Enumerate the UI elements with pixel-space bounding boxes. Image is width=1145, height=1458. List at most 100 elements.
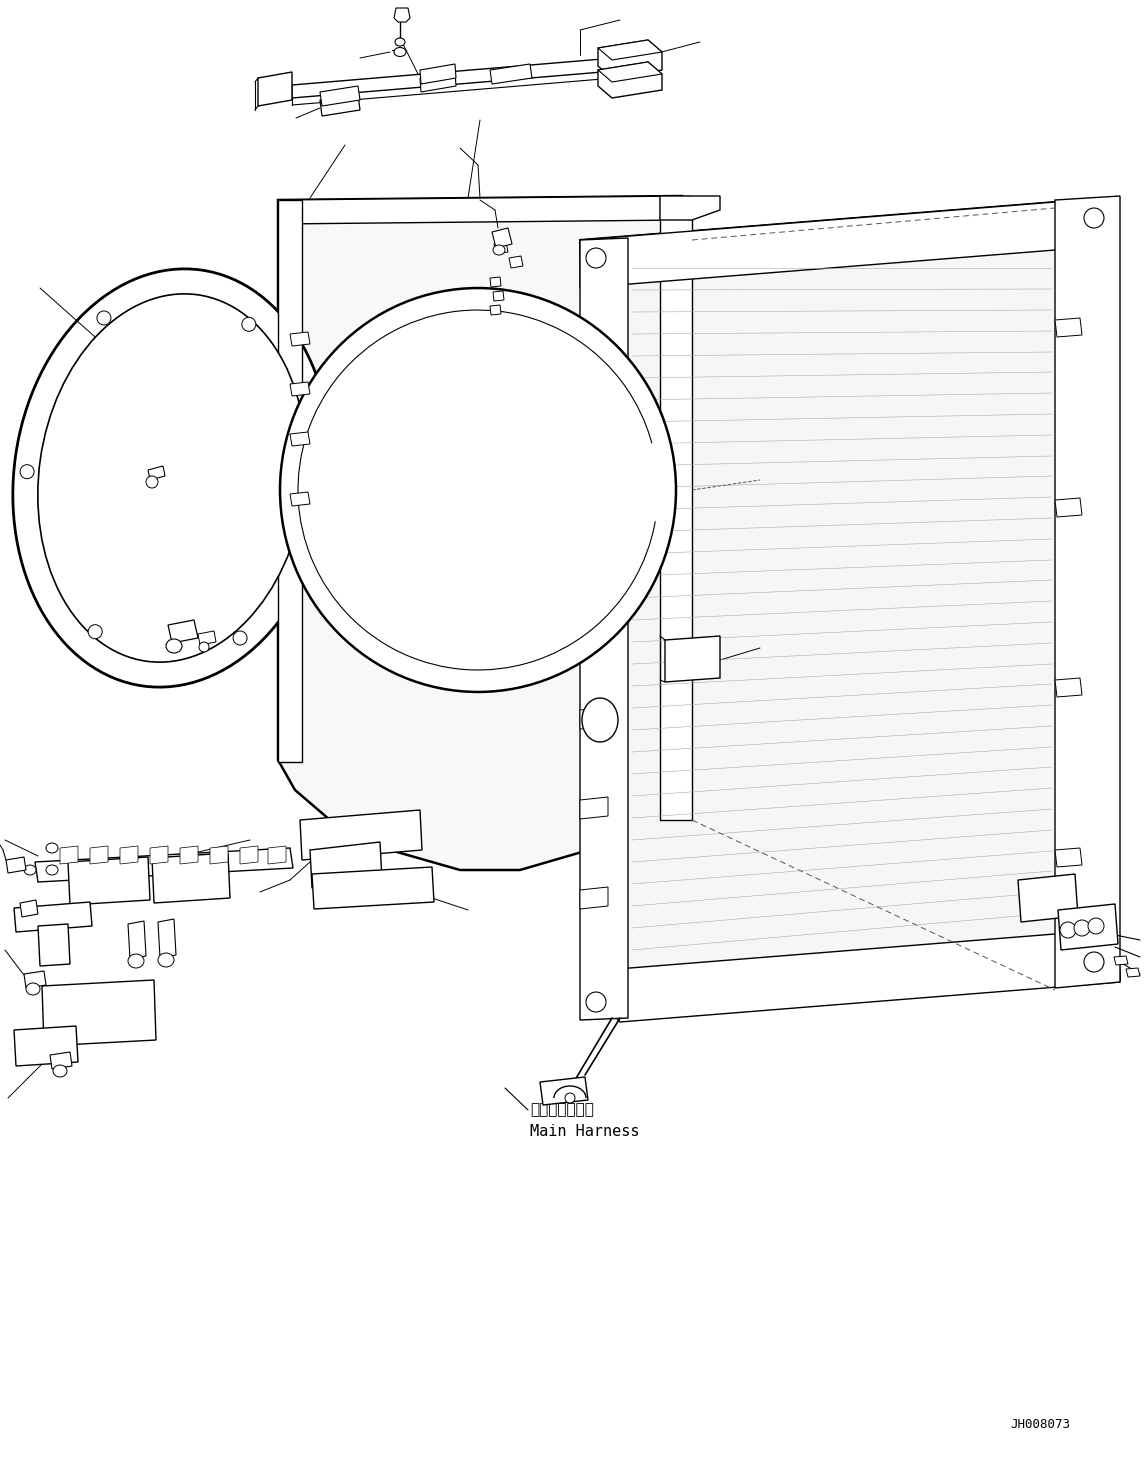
Polygon shape <box>581 347 608 369</box>
Polygon shape <box>420 71 456 92</box>
Ellipse shape <box>1084 208 1104 227</box>
Polygon shape <box>290 382 310 397</box>
Ellipse shape <box>26 983 40 994</box>
Ellipse shape <box>46 843 58 853</box>
Ellipse shape <box>586 991 606 1012</box>
Polygon shape <box>150 846 168 865</box>
Polygon shape <box>300 811 423 860</box>
Polygon shape <box>1114 956 1128 965</box>
Ellipse shape <box>53 1064 68 1077</box>
Ellipse shape <box>582 698 618 742</box>
Ellipse shape <box>1088 919 1104 935</box>
Polygon shape <box>158 919 176 958</box>
Ellipse shape <box>24 865 35 875</box>
Polygon shape <box>1055 499 1082 518</box>
Polygon shape <box>278 195 692 870</box>
Polygon shape <box>68 857 150 905</box>
Ellipse shape <box>586 248 606 268</box>
Ellipse shape <box>395 38 405 47</box>
Polygon shape <box>60 846 78 865</box>
Ellipse shape <box>309 493 323 507</box>
Polygon shape <box>38 924 70 967</box>
Ellipse shape <box>281 289 676 693</box>
Text: Main Harness: Main Harness <box>530 1124 640 1140</box>
Polygon shape <box>290 491 310 506</box>
Ellipse shape <box>128 954 144 968</box>
Polygon shape <box>6 857 26 873</box>
Polygon shape <box>42 980 156 1045</box>
Polygon shape <box>14 1026 78 1066</box>
Polygon shape <box>128 921 147 959</box>
Polygon shape <box>581 886 608 908</box>
Polygon shape <box>152 853 230 903</box>
Polygon shape <box>311 868 434 908</box>
Polygon shape <box>665 636 720 682</box>
Ellipse shape <box>147 475 158 488</box>
Polygon shape <box>1055 849 1082 868</box>
Polygon shape <box>14 903 92 932</box>
Polygon shape <box>290 332 310 346</box>
Polygon shape <box>1055 318 1082 337</box>
Polygon shape <box>35 849 293 882</box>
Polygon shape <box>24 971 46 989</box>
Polygon shape <box>598 39 662 77</box>
Polygon shape <box>50 1053 72 1069</box>
Polygon shape <box>581 932 1120 1022</box>
Ellipse shape <box>166 639 182 653</box>
Polygon shape <box>120 846 139 865</box>
Polygon shape <box>598 63 662 98</box>
Polygon shape <box>493 242 508 254</box>
Polygon shape <box>490 64 532 85</box>
Ellipse shape <box>234 631 247 644</box>
Polygon shape <box>278 200 302 763</box>
Ellipse shape <box>1060 921 1076 937</box>
Polygon shape <box>258 71 292 106</box>
Polygon shape <box>492 227 512 248</box>
Polygon shape <box>581 617 608 639</box>
Polygon shape <box>310 843 382 888</box>
Polygon shape <box>1055 195 1120 989</box>
Polygon shape <box>540 1077 589 1105</box>
Polygon shape <box>319 86 360 106</box>
Polygon shape <box>1055 678 1082 697</box>
Polygon shape <box>180 846 198 865</box>
Ellipse shape <box>199 642 210 652</box>
Polygon shape <box>198 631 216 644</box>
Polygon shape <box>581 526 608 550</box>
Polygon shape <box>268 846 286 865</box>
Polygon shape <box>598 39 662 60</box>
Ellipse shape <box>493 245 505 255</box>
Polygon shape <box>490 305 502 315</box>
Polygon shape <box>510 257 523 268</box>
Polygon shape <box>290 432 310 446</box>
Ellipse shape <box>1084 952 1104 972</box>
Polygon shape <box>581 238 627 1021</box>
Polygon shape <box>19 900 38 917</box>
Text: メインハーネス: メインハーネス <box>530 1102 594 1117</box>
Polygon shape <box>240 846 258 865</box>
Polygon shape <box>490 277 502 287</box>
Polygon shape <box>1018 873 1077 921</box>
Polygon shape <box>210 846 228 865</box>
Polygon shape <box>168 620 198 643</box>
Ellipse shape <box>21 465 34 478</box>
Ellipse shape <box>38 295 306 662</box>
Polygon shape <box>581 200 1120 1021</box>
Polygon shape <box>581 707 608 729</box>
Ellipse shape <box>97 311 111 325</box>
Ellipse shape <box>1074 920 1090 936</box>
Ellipse shape <box>88 624 102 639</box>
Polygon shape <box>598 63 662 82</box>
Polygon shape <box>660 195 720 220</box>
Polygon shape <box>581 798 608 819</box>
Polygon shape <box>581 200 1080 289</box>
Ellipse shape <box>394 48 406 57</box>
Polygon shape <box>90 846 108 865</box>
Polygon shape <box>1126 968 1140 977</box>
Ellipse shape <box>564 1094 575 1104</box>
Polygon shape <box>148 467 165 480</box>
Polygon shape <box>1058 904 1118 951</box>
Polygon shape <box>292 55 650 98</box>
Ellipse shape <box>242 318 255 331</box>
Polygon shape <box>278 195 682 225</box>
